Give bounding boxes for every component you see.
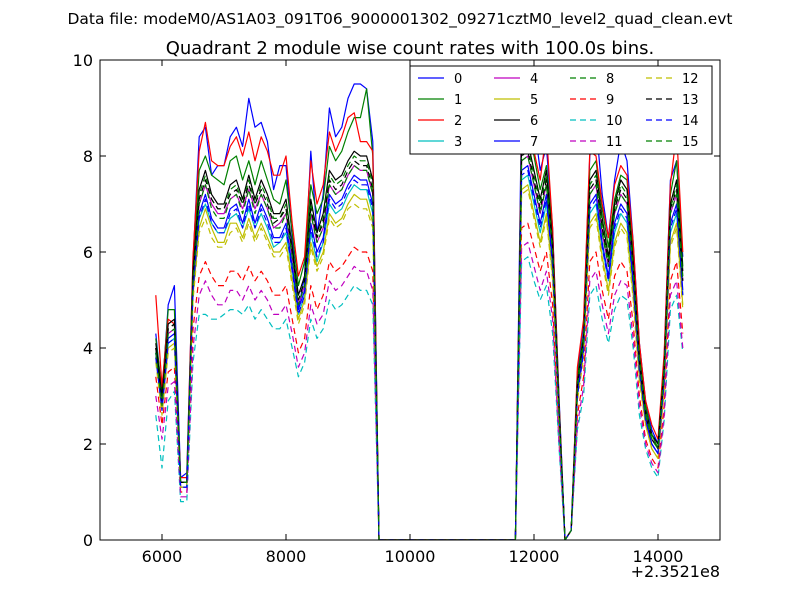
legend-label-1: 1 xyxy=(454,93,462,108)
series-line-1 xyxy=(155,88,684,540)
legend-label-3: 3 xyxy=(454,135,462,150)
legend-label-9: 9 xyxy=(606,93,614,108)
legend-label-4: 4 xyxy=(530,72,538,87)
series-line-11 xyxy=(155,241,684,540)
series-line-7 xyxy=(155,165,684,540)
series-line-9 xyxy=(155,222,684,540)
y-tick-label: 10 xyxy=(73,51,93,70)
y-tick-label: 6 xyxy=(83,243,93,262)
legend-label-0: 0 xyxy=(454,72,462,87)
legend-label-6: 6 xyxy=(530,114,538,129)
series-line-5 xyxy=(155,184,684,540)
legend-label-5: 5 xyxy=(530,93,538,108)
x-axis-offset-label: +2.3521e8 xyxy=(631,562,720,581)
x-tick-label: 10000 xyxy=(385,547,436,566)
y-tick-label: 0 xyxy=(83,531,93,550)
x-tick-label: 6000 xyxy=(142,547,183,566)
legend-label-12: 12 xyxy=(682,72,699,87)
x-tick-label: 12000 xyxy=(509,547,560,566)
legend-box xyxy=(409,65,713,155)
legend-label-10: 10 xyxy=(606,114,623,129)
chart-title: Quadrant 2 module wise count rates with … xyxy=(166,38,655,59)
legend-label-8: 8 xyxy=(606,72,614,87)
legend-label-14: 14 xyxy=(682,114,699,129)
x-tick-label: 14000 xyxy=(633,547,684,566)
x-tick-label: 8000 xyxy=(266,547,307,566)
series-line-6 xyxy=(155,141,684,540)
series-line-12 xyxy=(155,189,684,540)
series-line-13 xyxy=(155,150,684,540)
legend-label-7: 7 xyxy=(530,135,538,150)
y-tick-label: 2 xyxy=(83,435,93,454)
y-tick-label: 8 xyxy=(83,147,93,166)
legend-label-11: 11 xyxy=(606,135,623,150)
figure-suptitle: Data file: modeM0/AS1A03_091T06_90000013… xyxy=(67,10,732,29)
series-line-4 xyxy=(155,155,684,540)
series-line-2 xyxy=(155,112,684,540)
legend-label-2: 2 xyxy=(454,114,462,129)
y-tick-label: 4 xyxy=(83,339,93,358)
series-line-10 xyxy=(155,256,684,540)
legend-label-13: 13 xyxy=(682,93,699,108)
series-line-14 xyxy=(155,169,684,540)
legend-label-15: 15 xyxy=(682,135,699,150)
series-line-3 xyxy=(155,174,684,540)
series-layer xyxy=(155,83,684,540)
